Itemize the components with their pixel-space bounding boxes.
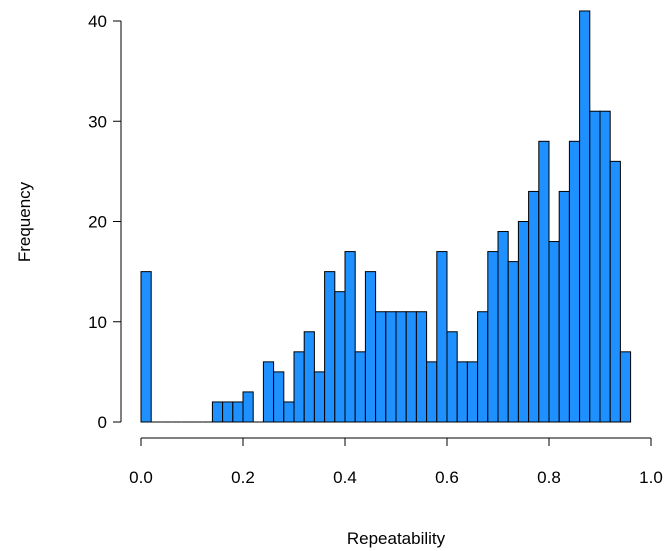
histogram-bar — [507, 261, 519, 423]
histogram-bar — [232, 401, 244, 423]
histogram-bar — [313, 371, 326, 423]
histogram-bar — [405, 311, 417, 423]
histogram-bar — [344, 251, 356, 423]
histogram-bar — [477, 311, 489, 423]
x-axis: 0.0 0.2 0.4 0.6 0.8 1.0 — [129, 437, 663, 487]
y-tick-label: 10 — [88, 313, 107, 332]
x-tick-label: 0.6 — [435, 468, 459, 487]
histogram-bar — [446, 331, 458, 423]
histogram-bar — [375, 311, 387, 423]
histogram-bar — [538, 140, 550, 423]
y-tick-label: 0 — [98, 413, 107, 432]
histogram-bar — [364, 271, 377, 423]
histogram-bar — [619, 351, 632, 423]
histogram-bar — [273, 371, 285, 423]
x-tick-label: 0.4 — [333, 468, 357, 487]
histogram-bar — [548, 241, 560, 423]
histogram-bar — [609, 160, 621, 423]
x-tick-label: 0.0 — [129, 468, 153, 487]
histogram-bar — [436, 251, 448, 423]
histogram-bar — [293, 351, 305, 423]
y-axis-title: Frequency — [15, 181, 34, 262]
x-tick-label: 0.8 — [537, 468, 561, 487]
histogram-bar — [211, 401, 224, 423]
histogram-bar — [283, 401, 295, 423]
histogram-bar — [222, 401, 234, 423]
histogram-bar — [456, 361, 468, 423]
y-axis: 0 10 20 30 40 — [88, 12, 122, 432]
histogram-bar — [517, 221, 530, 423]
histogram-bar — [242, 391, 254, 423]
histogram-bar — [354, 351, 366, 423]
histogram-bars — [140, 10, 632, 423]
histogram-bar — [589, 110, 601, 423]
histogram-bar — [426, 361, 438, 423]
y-tick-label: 40 — [88, 12, 107, 31]
histogram-bar — [568, 140, 581, 423]
histogram-bar — [385, 311, 397, 423]
histogram-bar — [324, 271, 336, 423]
histogram-bar — [599, 110, 611, 423]
y-tick-label: 30 — [88, 112, 107, 131]
x-axis-title: Repeatability — [347, 529, 446, 548]
histogram-bar — [528, 190, 540, 423]
histogram-bar — [497, 231, 509, 423]
x-tick-label: 0.2 — [231, 468, 255, 487]
x-tick-label: 1.0 — [639, 468, 663, 487]
histogram-bar — [262, 361, 275, 423]
histogram-bar — [558, 190, 570, 423]
histogram-bar — [466, 361, 479, 423]
y-tick-label: 20 — [88, 213, 107, 232]
histogram-bar — [303, 331, 315, 423]
histogram-bar — [579, 10, 591, 423]
histogram-bar — [415, 311, 428, 423]
histogram-bar — [334, 291, 346, 423]
histogram-bar — [487, 251, 499, 423]
histogram-bar — [140, 271, 152, 423]
histogram-bar — [395, 311, 407, 423]
